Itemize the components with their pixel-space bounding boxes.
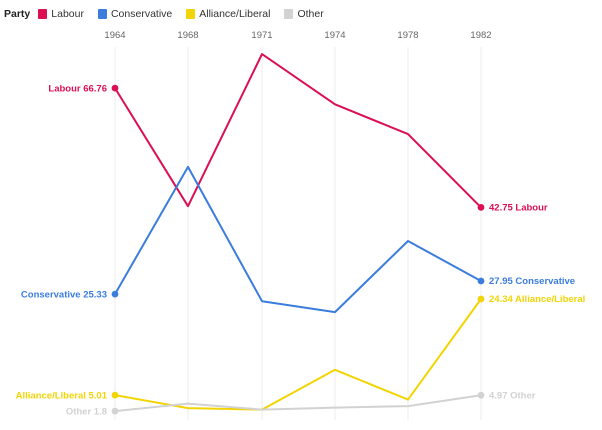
point-end-other[interactable] <box>477 391 485 399</box>
line-alliance-liberal[interactable] <box>114 298 482 411</box>
x-tick-label: 1971 <box>251 30 272 41</box>
legend-swatch-labour <box>38 9 48 19</box>
point-start-labour[interactable] <box>111 84 119 92</box>
legend-label: Other <box>297 8 324 20</box>
end-annotation-other: 4.97 Other <box>489 391 536 402</box>
end-annotation-labour: 42.75 Labour <box>489 203 548 214</box>
start-annotation-other: Other 1.8 <box>66 406 107 417</box>
x-tick-label: 1978 <box>397 30 418 41</box>
legend-label: Labour <box>51 8 84 20</box>
chart-canvas: 1964 1968 1971 1974 1978 1982 Labour 66.76 42.7… <box>16 30 585 420</box>
legend-item-labour[interactable]: Labour <box>38 8 84 20</box>
line-chart: 1964 1968 1971 1974 1978 1982 Labour 66.76 42.7… <box>0 22 602 430</box>
legend-label: Alliance/Liberal <box>199 8 271 20</box>
legend-item-alliance-liberal[interactable]: Alliance/Liberal <box>186 8 270 20</box>
legend-item-conservative[interactable]: Conservative <box>97 8 173 20</box>
line-other[interactable] <box>114 394 482 413</box>
chart-legend: Party Labour Conservative Alliance/Liberal… <box>0 0 602 22</box>
point-start-alliance-liberal[interactable] <box>111 391 119 399</box>
legend-swatch-conservative <box>97 9 107 19</box>
start-annotation-conservative: Conservative 25.33 <box>21 289 107 300</box>
line-labour[interactable] <box>114 53 482 209</box>
legend-swatch-other <box>284 9 294 19</box>
legend-label: Conservative <box>110 8 173 20</box>
point-end-conservative[interactable] <box>477 277 485 285</box>
legend-item-other[interactable]: Other <box>284 8 324 20</box>
end-annotation-alliance-liberal: 24.34 Alliance/Liberal <box>489 294 585 305</box>
point-end-alliance-liberal[interactable] <box>477 295 485 303</box>
point-end-labour[interactable] <box>477 204 485 211</box>
start-annotation-alliance-liberal: Alliance/Liberal 5.01 <box>16 390 108 401</box>
legend-title: Party <box>4 8 31 20</box>
point-start-other[interactable] <box>111 407 119 415</box>
line-conservative[interactable] <box>114 165 482 314</box>
legend-items: Labour Conservative Alliance/Liberal Other <box>38 8 327 20</box>
start-annotation-labour: Labour 66.76 <box>48 83 107 94</box>
x-tick-label: 1974 <box>324 30 345 41</box>
point-start-conservative[interactable] <box>111 290 119 298</box>
end-annotation-conservative: 27.95 Conservative <box>489 276 575 287</box>
legend-swatch-alliance-liberal <box>186 9 196 19</box>
x-tick-label: 1964 <box>104 30 125 41</box>
x-tick-label: 1982 <box>470 30 491 41</box>
x-tick-label: 1968 <box>177 30 198 41</box>
